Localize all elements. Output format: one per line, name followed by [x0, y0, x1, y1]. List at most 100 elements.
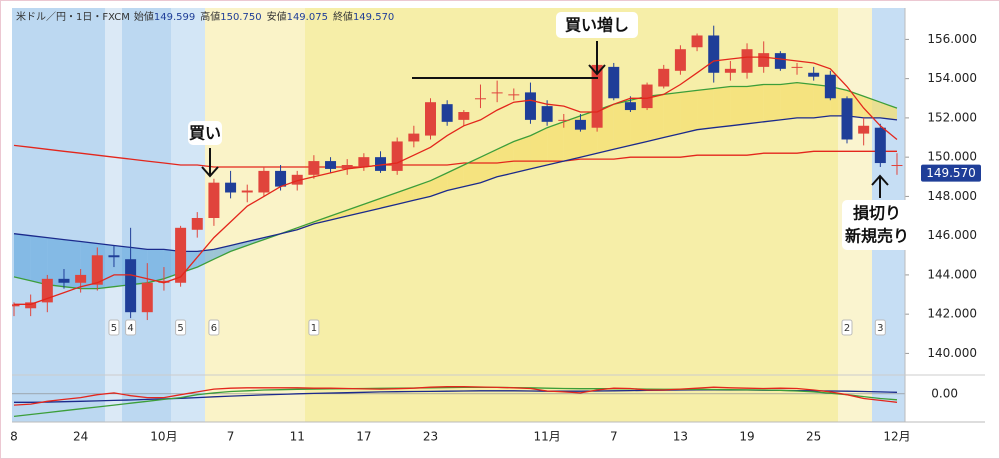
candle-body — [258, 170, 270, 193]
y-tick-label: 152.000 — [927, 110, 977, 124]
candle-body — [208, 182, 220, 218]
line-series — [13, 386, 898, 406]
candle-body — [624, 102, 636, 111]
annotation: 買い — [189, 124, 221, 143]
candle-body — [25, 302, 37, 309]
count-box — [208, 319, 220, 336]
cloud-fill — [480, 149, 498, 183]
cloud-fill — [547, 121, 564, 166]
candle-body — [458, 112, 470, 120]
line-series — [13, 115, 898, 253]
annotation: 損切り — [853, 204, 901, 223]
x-tick-label: 13 — [673, 430, 688, 444]
candle-body — [158, 280, 170, 283]
candle-body — [291, 174, 303, 185]
y-tick-label: 144.000 — [927, 267, 977, 281]
cloud-fill — [347, 204, 364, 217]
candle-body — [874, 127, 886, 164]
candle-body — [641, 84, 653, 109]
candle-body — [691, 35, 703, 48]
y-tick-label: 0.00 — [931, 386, 958, 400]
cloud-fill — [780, 82, 798, 120]
candle-body — [824, 74, 836, 99]
cloud-fill — [463, 157, 481, 187]
line-series — [13, 81, 898, 290]
y-tick-label: 154.000 — [927, 71, 977, 85]
candle-body — [108, 255, 120, 258]
arrow-head — [588, 64, 606, 76]
candle-body — [524, 92, 536, 120]
y-tick-label: 146.000 — [927, 228, 977, 242]
candle-body — [191, 217, 203, 230]
candle-body — [225, 182, 237, 193]
count-box — [874, 319, 886, 336]
candle-body — [658, 68, 670, 87]
count-label: 1 — [311, 323, 317, 334]
candle-body — [608, 66, 620, 99]
regime-band — [122, 8, 171, 422]
x-tick-label: 11月 — [533, 430, 560, 444]
x-tick-label: 7 — [610, 430, 618, 444]
ohlc-label: 始値 — [134, 10, 154, 23]
cloud-fill — [730, 86, 748, 126]
overlay: 140.000142.000144.000146.000148.000150.0… — [10, 8, 985, 444]
arrow-head — [201, 166, 219, 178]
count-label: 5 — [177, 323, 183, 334]
candle-body — [358, 157, 370, 167]
count-box — [125, 319, 137, 336]
cloud-fill — [14, 233, 31, 281]
y-tick-label: 142.000 — [927, 307, 977, 321]
background-bands — [12, 8, 905, 422]
y-tick-label: 150.000 — [927, 150, 977, 164]
count-label: 2 — [844, 323, 850, 334]
header: 米ドル／円・1日・FXCM 始値149.599 高値150.750 安値149.075… — [16, 10, 394, 23]
annotation: 買い増し — [565, 16, 629, 35]
candle-body — [591, 64, 603, 128]
x-tick-label: 25 — [806, 430, 821, 444]
candle-body — [741, 49, 753, 73]
candle-body — [241, 190, 253, 193]
regime-band — [305, 8, 838, 422]
count-box — [841, 319, 853, 336]
line-series — [14, 56, 898, 305]
line-series — [13, 144, 897, 168]
candle-body — [791, 66, 803, 68]
count-label: 4 — [127, 323, 133, 334]
cloud-fill — [747, 84, 764, 124]
candle-body — [308, 161, 320, 175]
candle-body — [491, 92, 503, 94]
ohlc-value: 150.750 — [220, 12, 261, 23]
candle-body — [774, 53, 786, 69]
x-tick-label: 24 — [73, 430, 88, 444]
candle-body — [758, 53, 770, 67]
y-tick-label: 148.000 — [927, 189, 977, 203]
cloud-fill — [330, 210, 348, 220]
last-price-label: 149.570 — [926, 166, 976, 180]
candle-body — [125, 259, 137, 313]
x-tick-label: 7 — [227, 430, 235, 444]
candle-body — [508, 94, 520, 96]
candle-body — [275, 170, 287, 187]
cloud-fill — [763, 84, 781, 122]
x-tick-label: 8 — [10, 430, 18, 444]
candle-body — [724, 68, 736, 73]
regime-band — [205, 8, 305, 422]
y-tick-label: 140.000 — [927, 346, 977, 360]
ohlc-value: 149.599 — [154, 12, 195, 23]
cloud-fill — [197, 249, 214, 268]
cloud-fill — [613, 100, 631, 150]
cloud-fill — [680, 90, 698, 134]
cloud-fill — [147, 249, 164, 283]
x-tick-label: 23 — [423, 430, 438, 444]
x-tick-label: 11 — [290, 430, 305, 444]
count-label: 5 — [111, 323, 117, 334]
candle-body — [325, 161, 337, 169]
x-tick-label: 19 — [739, 430, 754, 444]
cloud-fill — [880, 102, 897, 120]
candle-body — [391, 141, 403, 171]
cloud-fill — [497, 141, 514, 177]
candle-body — [708, 35, 720, 73]
cloud-fill — [797, 82, 814, 118]
cloud-fill — [230, 241, 248, 252]
candle-body — [808, 72, 820, 77]
